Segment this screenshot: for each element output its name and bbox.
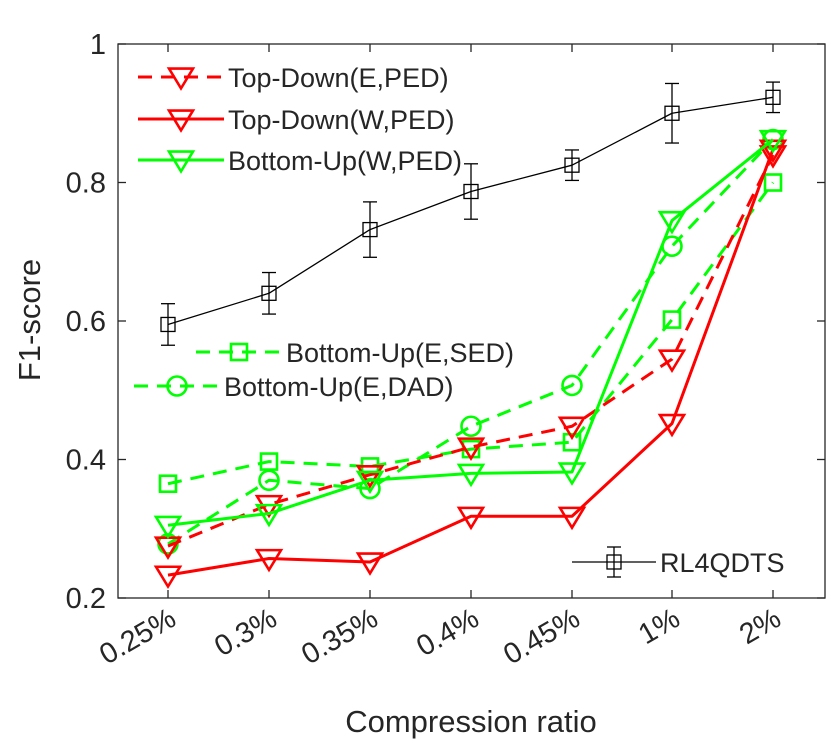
legend-entry-bottom-up-e-sed: Bottom-Up(E,SED) (196, 338, 514, 368)
y-tick-label: 0.8 (66, 168, 106, 200)
x-tick-label: 0.25% (94, 602, 181, 671)
legend-label: RL4QDTS (660, 548, 785, 578)
series-line-bottom-up-w-ped (167, 138, 774, 527)
data-point (153, 565, 183, 590)
legend-label: Bottom-Up(E,SED) (286, 338, 514, 368)
legend-label: Top-Down(W,PED) (228, 105, 455, 135)
series-line-bottom-up-e-dad (167, 138, 775, 546)
data-point (355, 470, 385, 495)
legend-marker (166, 150, 196, 174)
data-point (557, 506, 587, 531)
legend-marker (166, 375, 188, 397)
y-tick-label: 0.2 (66, 583, 106, 615)
data-point (456, 463, 486, 488)
data-point (355, 465, 385, 489)
y-tick-label: 0.6 (66, 306, 106, 338)
legend-marker (229, 342, 249, 362)
data-point (153, 515, 183, 540)
x-tick-label: 2% (734, 602, 786, 651)
data-point (662, 310, 682, 329)
data-point (562, 432, 582, 452)
data-point (254, 548, 284, 573)
x-tick-label: 0.35% (296, 602, 383, 671)
data-point (664, 105, 680, 121)
data-point (763, 173, 783, 192)
legend-entry-bottom-up-w-ped: Bottom-Up(W,PED) (138, 146, 462, 176)
legend-entry-bottom-up-e-dad: Bottom-Up(E,DAD) (134, 372, 454, 402)
legend-layer: Top-Down(E,PED) Top-Down(W,PED) Bottom-Up(… (134, 63, 785, 578)
x-tick-label: 0.3% (209, 602, 282, 663)
legend-marker (166, 109, 196, 133)
y-tick-label: 1 (90, 29, 106, 61)
series-line-top-down-w-ped (167, 148, 775, 577)
data-point (765, 89, 781, 105)
data-point (254, 503, 284, 528)
data-point (355, 552, 385, 576)
legend-label: Top-Down(E,PED) (228, 63, 449, 93)
data-point (657, 413, 687, 438)
data-point (557, 416, 587, 441)
plot-area (118, 44, 825, 598)
legend-label: Bottom-Up(W,PED) (228, 146, 462, 176)
data-point (160, 316, 176, 333)
data-point (460, 415, 482, 438)
data-point (657, 210, 687, 235)
data-point (657, 349, 687, 373)
data-point (456, 506, 486, 531)
legend-entry-top-down-w-ped: Top-Down(W,PED) (138, 105, 455, 135)
series-layer (153, 81, 788, 590)
data-point (463, 183, 479, 200)
legend-entry-top-down-e-ped: Top-Down(E,PED) (138, 63, 449, 93)
series-bottom-up-e-sed (158, 173, 783, 494)
data-point (456, 437, 486, 461)
x-tick-label: 1% (633, 602, 685, 651)
y-tick-label: 0.4 (66, 445, 106, 477)
data-point (564, 157, 580, 173)
data-point (258, 469, 280, 492)
series-rl4qdts (160, 81, 781, 346)
legend-marker (166, 67, 196, 91)
x-tick-label: 0.4% (411, 602, 484, 663)
data-point (758, 129, 788, 154)
x-tick-label: 0.45% (498, 602, 585, 671)
data-point (158, 474, 178, 494)
data-point (362, 221, 378, 238)
data-point (261, 285, 277, 301)
series-line-bottom-up-e-sed (167, 181, 775, 486)
x-axis-label: Compression ratio (345, 704, 597, 739)
series-line-top-down-e-ped (167, 154, 775, 548)
series-bottom-up-w-ped (153, 129, 788, 540)
data-point (561, 374, 583, 397)
legend-label: Bottom-Up(E,DAD) (224, 372, 454, 402)
legend-entry-rl4qdts: RL4QDTS (572, 546, 785, 578)
data-point (758, 145, 788, 169)
data-point (557, 462, 587, 486)
y-axis-label: F1-score (12, 259, 47, 381)
series-top-down-w-ped (153, 139, 788, 590)
